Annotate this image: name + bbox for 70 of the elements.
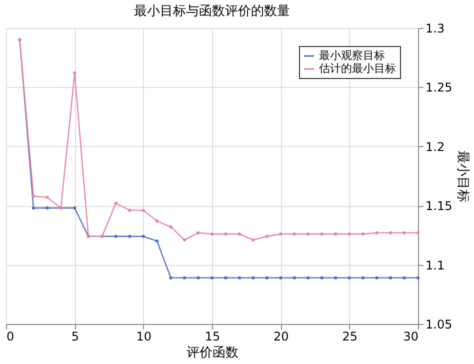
x-tick-label: 0 [6, 330, 14, 344]
x-tick-label: 30 [403, 330, 418, 344]
point [114, 234, 118, 238]
x-tick-label: 15 [204, 330, 220, 344]
point [32, 206, 36, 210]
point [182, 238, 186, 242]
point [128, 208, 132, 212]
point [46, 196, 49, 199]
point [402, 231, 406, 234]
point [320, 276, 324, 280]
point [155, 219, 159, 223]
point [32, 194, 36, 198]
point [375, 276, 378, 280]
legend-label: 最小观察目标 [319, 49, 385, 62]
point [306, 232, 310, 236]
y-tick-label: 1.2 [426, 140, 445, 154]
point [265, 234, 269, 238]
point [238, 232, 242, 236]
point [292, 232, 296, 236]
y-axis-title: 最小目标 [455, 150, 470, 202]
point [348, 276, 351, 280]
x-tick-label: 20 [274, 330, 289, 344]
point [361, 276, 365, 280]
y-tick-label: 1.3 [426, 22, 445, 36]
point [388, 276, 392, 280]
point [114, 202, 118, 205]
point [361, 232, 365, 236]
point [46, 206, 49, 210]
point [224, 232, 228, 236]
point [375, 231, 378, 234]
point [320, 232, 324, 236]
chart-title: 最小目标与函数评价的数量 [134, 4, 290, 19]
point [334, 232, 338, 236]
point [169, 225, 172, 228]
point [169, 276, 172, 280]
point [306, 276, 310, 280]
point [142, 234, 145, 238]
point [252, 276, 255, 280]
point [279, 232, 282, 236]
point [224, 276, 228, 280]
point [182, 276, 186, 280]
point [348, 232, 351, 236]
point [416, 231, 420, 234]
x-axis-title: 评价函数 [186, 346, 238, 360]
legend-label: 估计的最小目标 [319, 62, 396, 75]
point [155, 240, 159, 243]
point [402, 276, 406, 280]
point [210, 232, 214, 236]
x-tick-label: 5 [71, 330, 79, 344]
point [334, 276, 338, 280]
point [252, 238, 255, 242]
point [142, 208, 145, 212]
point [292, 276, 296, 280]
point [210, 276, 214, 280]
point [238, 276, 242, 280]
x-tick-label: 25 [342, 330, 358, 344]
point [416, 276, 420, 280]
point [196, 231, 200, 234]
point [128, 234, 132, 238]
point [279, 276, 282, 280]
point [73, 71, 76, 75]
y-tick-label: 1.25 [426, 80, 452, 95]
y-tick-label: 1.1 [426, 258, 445, 272]
y-tick-label: 1.05 [426, 318, 452, 332]
y-tick-label: 1.15 [426, 199, 452, 214]
point [73, 206, 76, 210]
x-tick-label: 10 [136, 330, 152, 344]
point [265, 276, 269, 280]
point [196, 276, 200, 280]
point [388, 231, 392, 234]
